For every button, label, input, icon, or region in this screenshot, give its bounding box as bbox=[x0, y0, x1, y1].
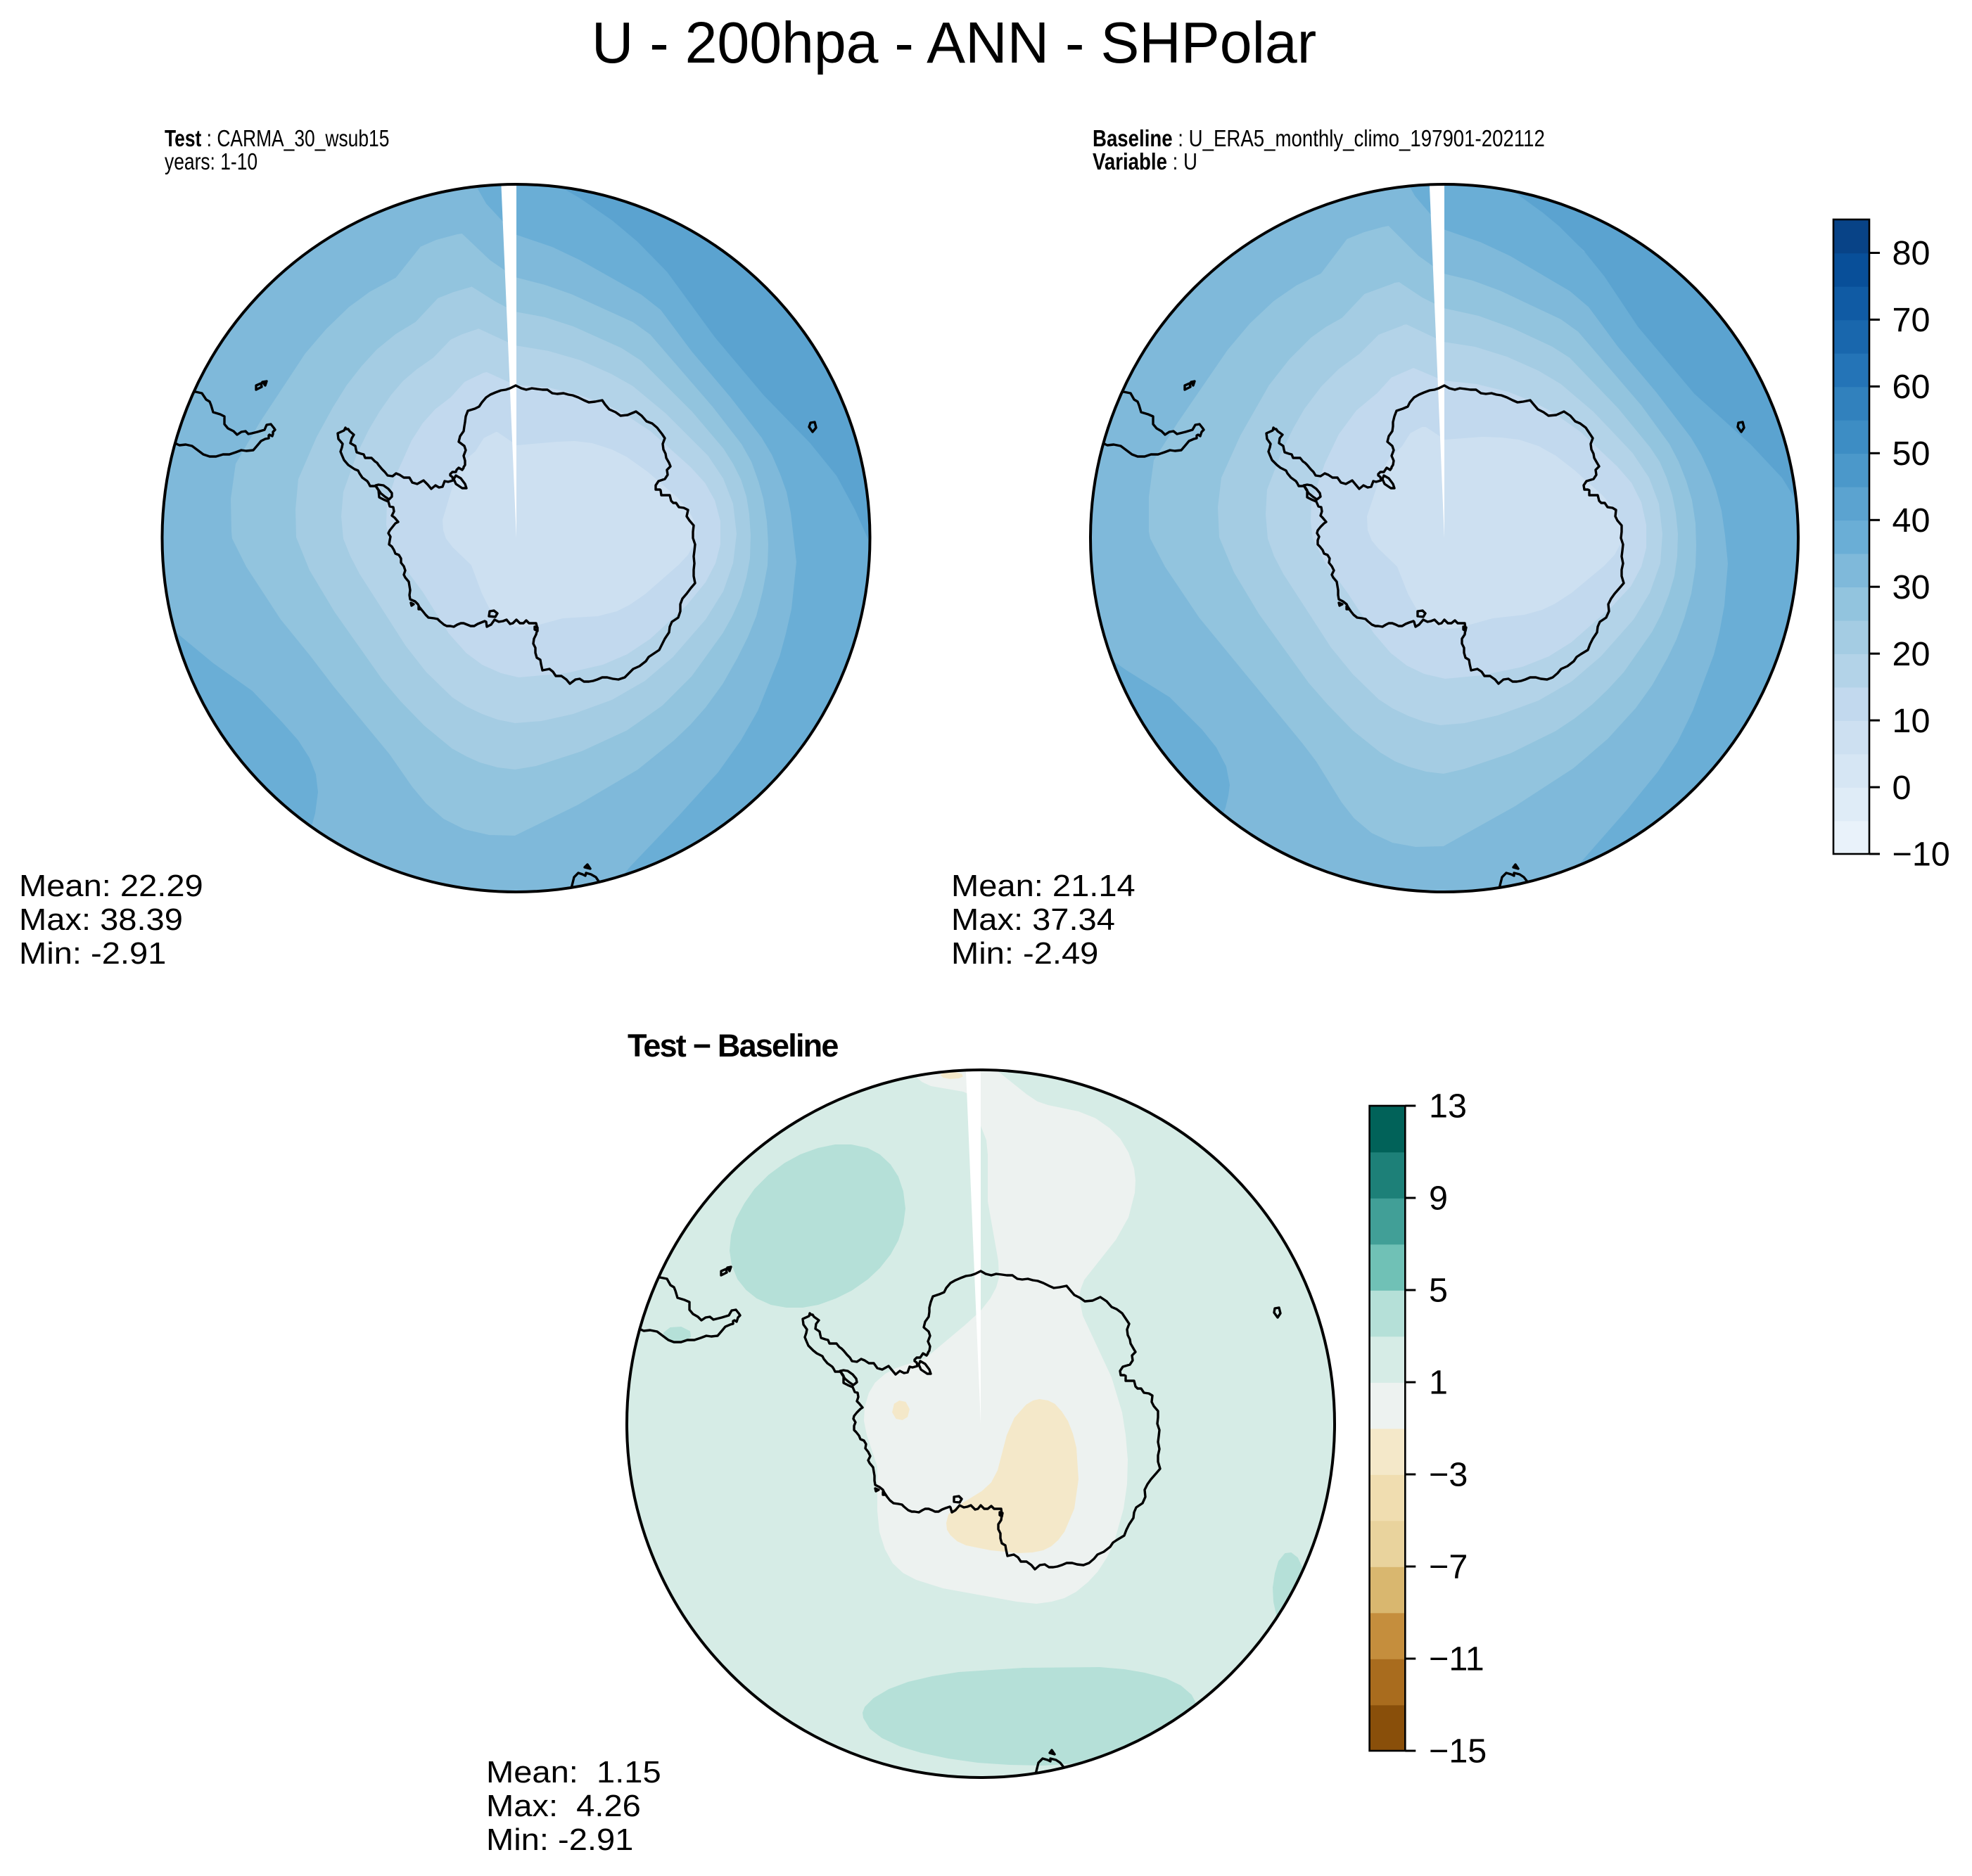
svg-text:1: 1 bbox=[1429, 1364, 1448, 1402]
svg-text:−10: −10 bbox=[1893, 836, 1950, 874]
svg-text:30: 30 bbox=[1893, 568, 1930, 606]
svg-text:−15: −15 bbox=[1429, 1733, 1487, 1770]
svg-text:40: 40 bbox=[1893, 502, 1930, 540]
svg-text:−7: −7 bbox=[1429, 1548, 1468, 1586]
svg-text:0: 0 bbox=[1893, 769, 1911, 807]
svg-text:−11: −11 bbox=[1429, 1640, 1484, 1678]
svg-text:10: 10 bbox=[1893, 702, 1930, 740]
svg-text:50: 50 bbox=[1893, 435, 1930, 473]
svg-text:−3: −3 bbox=[1429, 1456, 1468, 1494]
svg-text:70: 70 bbox=[1893, 301, 1930, 339]
svg-text:13: 13 bbox=[1429, 1087, 1467, 1125]
svg-text:20: 20 bbox=[1893, 635, 1930, 673]
svg-text:5: 5 bbox=[1429, 1272, 1448, 1310]
svg-text:9: 9 bbox=[1429, 1180, 1448, 1218]
svg-text:80: 80 bbox=[1893, 234, 1930, 272]
svg-text:60: 60 bbox=[1893, 368, 1930, 406]
